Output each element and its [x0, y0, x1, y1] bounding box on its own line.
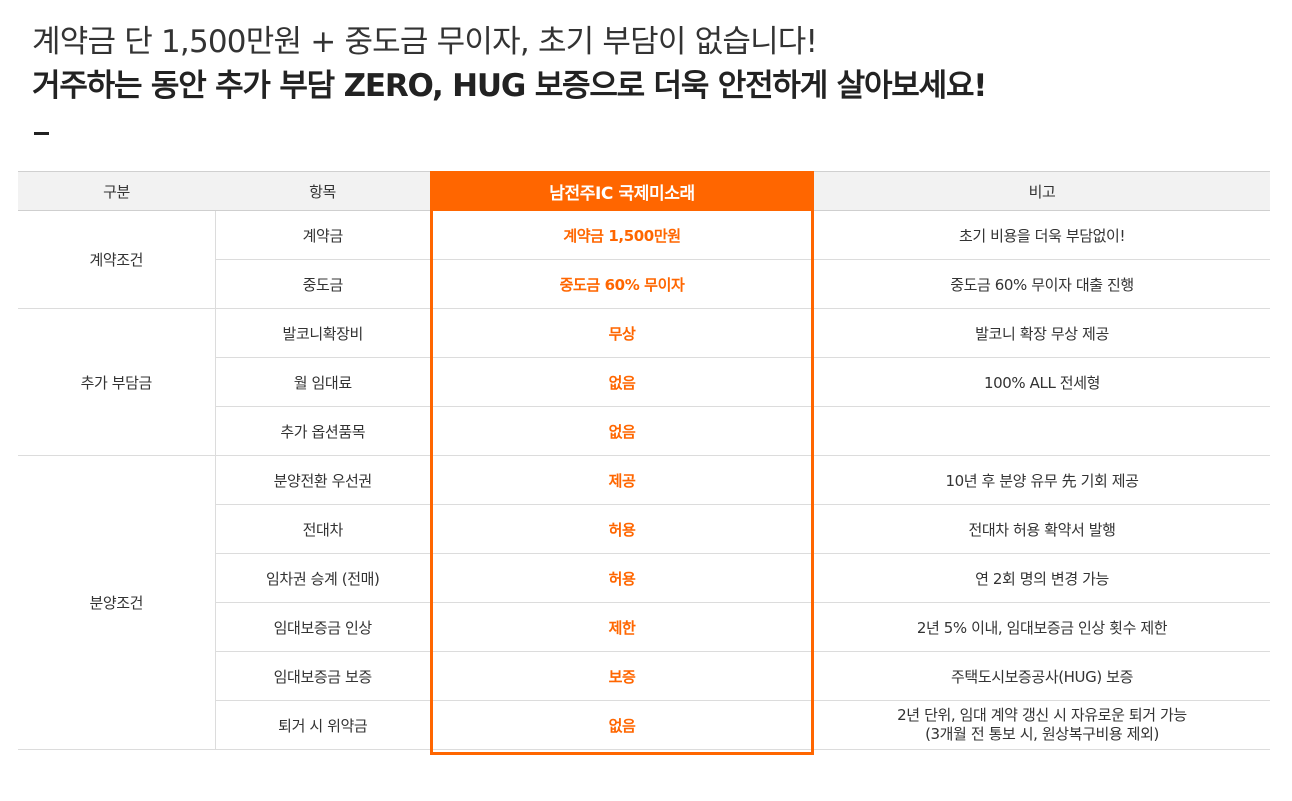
value-cell: 허용	[430, 553, 814, 603]
note-cell	[814, 406, 1270, 456]
table-row: 분양조건 분양전환 우선권 제공 10년 후 분양 유무 先 기회 제공	[18, 455, 1270, 750]
table-row: 퇴거 시 위약금 없음 2년 단위, 임대 계약 갱신 시 자유로운 퇴거 가능…	[18, 700, 1270, 750]
note-cell: 2년 5% 이내, 임대보증금 인상 횟수 제한	[814, 602, 1270, 652]
note-cell: 100% ALL 전세형	[814, 357, 1270, 407]
item-cell: 월 임대료	[215, 357, 430, 407]
item-cell: 분양전환 우선권	[215, 455, 430, 505]
header-note: 비고	[814, 171, 1270, 211]
item-cell: 계약금	[215, 210, 430, 260]
table-row: 전대차 허용 전대차 허용 확약서 발행	[18, 504, 1270, 554]
note-cell: 연 2회 명의 변경 가능	[814, 553, 1270, 603]
table-row: 월 임대료 없음 100% ALL 전세형	[18, 357, 1270, 407]
value-cell: 제공	[430, 455, 814, 505]
table-row: 추가 부담금 발코니확장비 무상 발코니 확장 무상 제공	[18, 308, 1270, 456]
header-highlight: 남전주IC 국제미소래	[430, 171, 814, 211]
category-cell: 분양조건	[18, 455, 216, 750]
value-cell: 무상	[430, 308, 814, 358]
table-row: 추가 옵션품목 없음	[18, 406, 1270, 456]
note-line2: (3개월 전 통보 시, 원상복구비용 제외)	[925, 725, 1159, 743]
header-item: 항목	[215, 171, 430, 211]
value-cell: 없음	[430, 700, 814, 750]
header-category: 구분	[18, 171, 215, 211]
table-row: 계약조건 계약금 계약금 1,500만원 초기 비용을 더욱 부담없이!	[18, 210, 1270, 309]
item-cell: 임대보증금 보증	[215, 651, 430, 701]
item-cell: 임대보증금 인상	[215, 602, 430, 652]
value-cell: 중도금 60% 무이자	[430, 259, 814, 309]
headline-line1: 계약금 단 1,500만원 + 중도금 무이자, 초기 부담이 없습니다!	[32, 24, 818, 60]
value-cell: 계약금 1,500만원	[430, 210, 814, 260]
item-cell: 임차권 승계 (전매)	[215, 553, 430, 603]
note-cell: 중도금 60% 무이자 대출 진행	[814, 259, 1270, 309]
headline-line2: 거주하는 동안 추가 부담 ZERO, HUG 보증으로 더욱 안전하게 살아보…	[32, 68, 987, 104]
headline: 계약금 단 1,500만원 + 중도금 무이자, 초기 부담이 없습니다! 거주…	[32, 20, 987, 108]
value-cell: 보증	[430, 651, 814, 701]
table-row: 중도금 중도금 60% 무이자 중도금 60% 무이자 대출 진행	[18, 259, 1270, 309]
item-cell: 중도금	[215, 259, 430, 309]
table-row: 임대보증금 인상 제한 2년 5% 이내, 임대보증금 인상 횟수 제한	[18, 602, 1270, 652]
note-cell: 전대차 허용 확약서 발행	[814, 504, 1270, 554]
value-cell: 허용	[430, 504, 814, 554]
note-cell: 주택도시보증공사(HUG) 보증	[814, 651, 1270, 701]
value-cell: 없음	[430, 406, 814, 456]
item-cell: 전대차	[215, 504, 430, 554]
note-line1: 2년 단위, 임대 계약 갱신 시 자유로운 퇴거 가능	[897, 706, 1187, 724]
note-cell: 초기 비용을 더욱 부담없이!	[814, 210, 1270, 260]
item-cell: 추가 옵션품목	[215, 406, 430, 456]
table-row: 임대보증금 보증 보증 주택도시보증공사(HUG) 보증	[18, 651, 1270, 701]
note-cell: 발코니 확장 무상 제공	[814, 308, 1270, 358]
item-cell: 발코니확장비	[215, 308, 430, 358]
table-row: 임차권 승계 (전매) 허용 연 2회 명의 변경 가능	[18, 553, 1270, 603]
note-cell: 10년 후 분양 유무 先 기회 제공	[814, 455, 1270, 505]
item-cell: 퇴거 시 위약금	[215, 700, 430, 750]
category-cell: 추가 부담금	[18, 308, 216, 456]
note-cell: 2년 단위, 임대 계약 갱신 시 자유로운 퇴거 가능 (3개월 전 통보 시…	[814, 700, 1270, 750]
divider-dash	[34, 132, 49, 135]
table-header-row: 구분 항목 남전주IC 국제미소래 비고	[18, 171, 1270, 211]
value-cell: 제한	[430, 602, 814, 652]
value-cell: 없음	[430, 357, 814, 407]
conditions-table: 구분 항목 남전주IC 국제미소래 비고 계약조건 계약금 계약금 1,500만…	[18, 171, 1270, 750]
category-cell: 계약조건	[18, 210, 216, 309]
